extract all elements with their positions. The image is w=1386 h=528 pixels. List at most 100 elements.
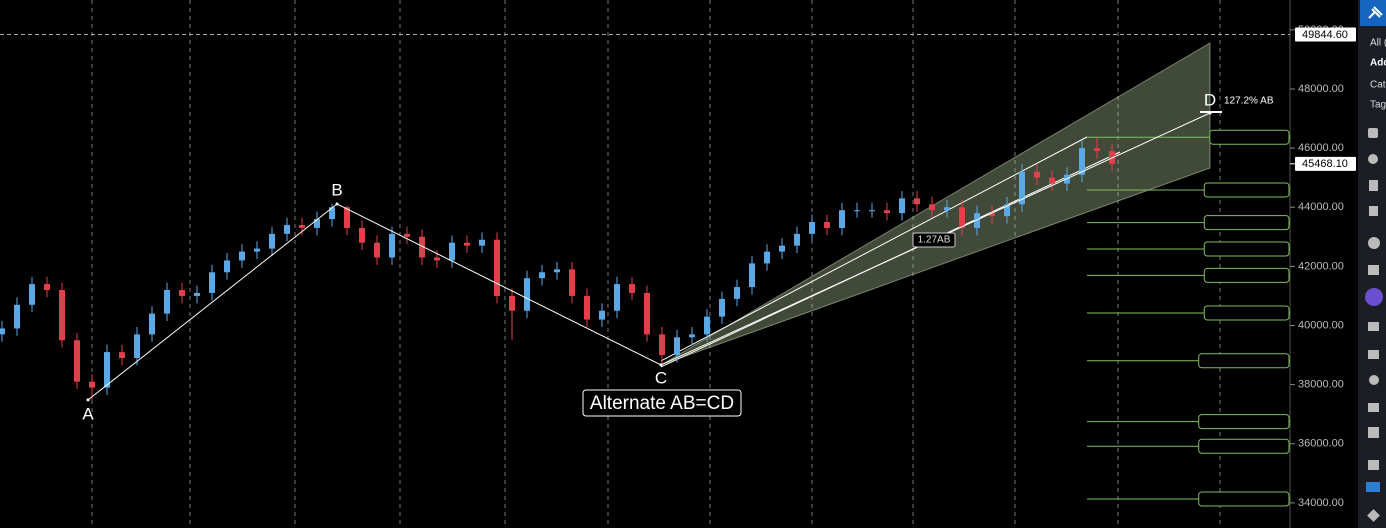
candle-body — [314, 219, 320, 228]
fib-label-box — [1203, 182, 1290, 198]
candle-body — [14, 304, 20, 329]
tool-icon[interactable] — [1368, 322, 1379, 331]
candle-body — [149, 313, 155, 335]
candle-body — [959, 207, 965, 228]
candle-body — [239, 251, 245, 261]
candle-body — [284, 224, 290, 234]
pattern-title-box — [582, 389, 742, 417]
fan-area — [660, 42, 1211, 366]
candle-body — [0, 328, 5, 335]
y-tick-label: 42000.00 — [1298, 260, 1344, 272]
channel-label-box — [912, 232, 956, 248]
candle-body — [434, 257, 440, 261]
candle-body — [374, 242, 380, 258]
price-label: 49844.60 — [1302, 29, 1348, 41]
candle-body — [569, 269, 575, 296]
tool-icon[interactable] — [1365, 288, 1383, 306]
tool-icon[interactable] — [1368, 460, 1379, 470]
candle-body — [704, 316, 710, 335]
candle-body — [119, 352, 125, 359]
candle-body — [734, 287, 740, 299]
sidebar: All ( Add Cate Tags — [1358, 0, 1386, 528]
y-tick-label: 44000.00 — [1298, 201, 1344, 213]
y-tick-label: 48000.00 — [1298, 83, 1344, 95]
tool-icon[interactable] — [1368, 427, 1379, 438]
pattern-label: D — [1204, 90, 1216, 109]
candle-body — [794, 233, 800, 246]
price-label: 45468.10 — [1302, 158, 1348, 170]
candle-body — [104, 352, 110, 388]
pattern-point — [659, 363, 663, 367]
candle-body — [584, 295, 590, 320]
pattern-label: C — [655, 368, 667, 387]
tool-icon[interactable] — [1369, 206, 1378, 216]
candle-body — [404, 233, 410, 237]
candle-body — [464, 242, 470, 246]
candle-body — [869, 210, 875, 212]
candle-body — [629, 284, 635, 293]
candle-body — [359, 227, 365, 243]
candle-body — [29, 284, 35, 305]
candle-body — [419, 236, 425, 258]
tool-icon[interactable] — [1369, 375, 1379, 385]
tool-icon[interactable] — [1369, 180, 1378, 191]
candle-body — [89, 381, 95, 388]
fib-label-box — [1203, 305, 1290, 321]
candle-body — [554, 269, 560, 273]
pattern-title: Alternate AB=CD — [590, 393, 734, 414]
candle-body — [389, 233, 395, 258]
candle-body — [269, 233, 275, 249]
candle-body — [1049, 177, 1055, 184]
sidebar-item[interactable]: Tags — [1370, 100, 1386, 111]
tool-icon[interactable] — [1368, 403, 1379, 412]
candle-body — [779, 245, 785, 252]
candle-body — [1019, 171, 1025, 205]
pattern-point — [86, 398, 90, 402]
d-annotation: 127.2% AB — [1224, 96, 1274, 107]
fib-label-box — [1198, 414, 1290, 430]
candle-body — [539, 272, 545, 279]
candle-body — [254, 248, 260, 252]
candle-body — [974, 213, 980, 228]
candle-body — [854, 210, 860, 212]
candle-body — [824, 222, 830, 228]
sidebar-item[interactable]: Add — [1370, 58, 1386, 69]
candle-body — [479, 239, 485, 246]
candle-body — [344, 207, 350, 228]
candle-body — [944, 207, 950, 211]
candle-body — [689, 334, 695, 338]
tool-icon[interactable] — [1368, 128, 1378, 138]
candle-body — [74, 340, 80, 382]
candle-body — [164, 290, 170, 314]
pattern-leg — [336, 203, 662, 366]
y-tick-label: 34000.00 — [1298, 497, 1344, 509]
candle-body — [989, 213, 995, 217]
candle-body — [884, 210, 890, 214]
tool-icon[interactable] — [1368, 265, 1379, 275]
fib-label-box — [1203, 267, 1290, 283]
candle-body — [809, 222, 815, 234]
sidebar-item[interactable]: Cate — [1370, 80, 1386, 91]
tool-icon[interactable] — [1368, 154, 1378, 164]
fib-label-box — [1198, 491, 1290, 507]
candle-body — [494, 239, 500, 296]
candle-body — [449, 242, 455, 261]
candle-body — [179, 290, 185, 296]
channel-line — [660, 136, 1088, 362]
candle-body — [644, 292, 650, 335]
sidebar-item[interactable]: All ( — [1370, 38, 1386, 49]
candle-body — [509, 295, 515, 311]
candle-body — [524, 278, 530, 311]
tool-icon[interactable] — [1368, 350, 1379, 359]
candle-body — [134, 334, 140, 359]
tool-icon[interactable] — [1368, 237, 1380, 249]
candle-body — [914, 198, 920, 205]
candle-body — [59, 290, 65, 341]
candle-body — [659, 334, 665, 356]
candle-body — [209, 272, 215, 293]
y-tick-label: 36000.00 — [1298, 438, 1344, 450]
tool-icon[interactable] — [1366, 482, 1380, 492]
grid — [91, 0, 1221, 528]
